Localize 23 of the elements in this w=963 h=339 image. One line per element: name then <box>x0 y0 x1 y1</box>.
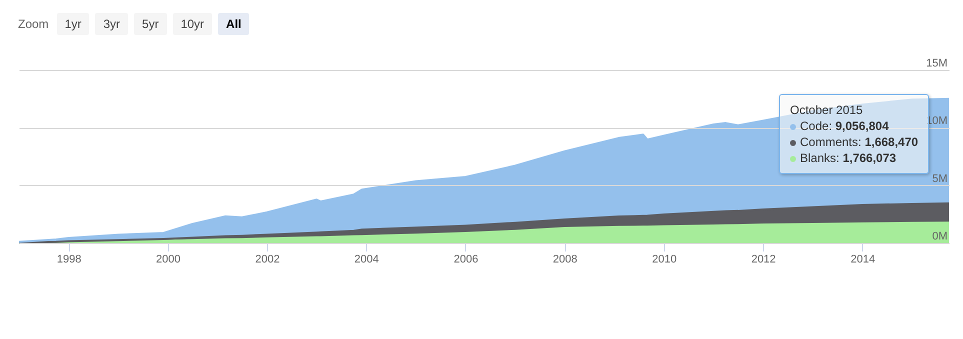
y-tick-label: 0M <box>932 230 948 242</box>
y-tick-label: 10M <box>926 115 948 128</box>
zoom-button: All <box>218 13 250 35</box>
y-tick-label: 5M <box>932 172 948 185</box>
x-tick-label: 2006 <box>454 254 478 266</box>
y-tick-label: 15M <box>926 58 948 70</box>
zoom-button: 10yr <box>172 13 212 35</box>
x-tick-label: 2000 <box>156 254 180 266</box>
x-tick-label: 2004 <box>354 254 379 266</box>
zoom-button: 1yr <box>56 13 90 35</box>
x-tick-label: 2010 <box>652 254 677 266</box>
annotation: Code: 9,056,804 <box>800 119 889 133</box>
annotation: Blanks: 1,766,073 <box>800 151 896 165</box>
x-tick-label: 2002 <box>255 254 280 266</box>
annotation: October 2015 <box>790 102 864 118</box>
annotation: Comments: 1,668,470 <box>800 135 918 149</box>
zoom-button: 3yr <box>95 13 128 35</box>
x-tick-label: 2014 <box>850 254 876 266</box>
zoom-label: Zoom <box>18 17 49 31</box>
x-tick-label: 2012 <box>751 254 776 266</box>
zoom-button: 5yr <box>134 13 167 35</box>
x-tick-label: 2008 <box>552 254 578 266</box>
x-tick-label: 1998 <box>56 254 82 266</box>
